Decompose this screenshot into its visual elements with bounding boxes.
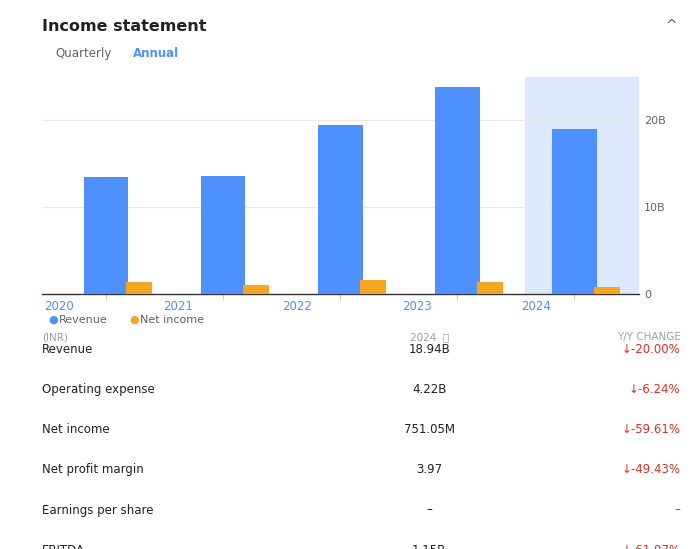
- Text: Revenue: Revenue: [42, 343, 94, 356]
- Text: Net profit margin: Net profit margin: [42, 463, 144, 477]
- Text: Net income: Net income: [140, 315, 204, 325]
- Text: 2024  ⓘ: 2024 ⓘ: [410, 332, 449, 342]
- Text: ↓-6.24%: ↓-6.24%: [629, 383, 681, 396]
- Text: ^: ^: [665, 19, 677, 33]
- Text: ↓-61.97%: ↓-61.97%: [621, 544, 681, 549]
- Bar: [435, 87, 480, 294]
- Text: 3.97: 3.97: [416, 463, 443, 477]
- Bar: [525, 77, 639, 294]
- Text: 1.15B: 1.15B: [412, 544, 447, 549]
- Text: –: –: [426, 503, 432, 517]
- Bar: [84, 177, 128, 294]
- Text: 2020: 2020: [44, 300, 73, 313]
- Bar: [360, 281, 386, 294]
- Text: 2022: 2022: [283, 300, 312, 313]
- Bar: [243, 285, 269, 294]
- Text: 2024: 2024: [521, 300, 551, 313]
- Bar: [201, 176, 246, 294]
- Text: 18.94B: 18.94B: [408, 343, 450, 356]
- Text: Income statement: Income statement: [42, 19, 207, 34]
- Text: –: –: [675, 503, 681, 517]
- Text: Revenue: Revenue: [59, 315, 108, 325]
- Text: Annual: Annual: [133, 47, 179, 60]
- Text: Quarterly: Quarterly: [56, 47, 112, 60]
- Text: ●: ●: [129, 315, 139, 325]
- Text: Earnings per share: Earnings per share: [42, 503, 154, 517]
- Text: ↓-49.43%: ↓-49.43%: [621, 463, 681, 477]
- Text: ↓-20.00%: ↓-20.00%: [622, 343, 681, 356]
- Text: EBITDA: EBITDA: [42, 544, 85, 549]
- Text: 2023: 2023: [402, 300, 431, 313]
- Text: Net income: Net income: [42, 423, 110, 436]
- Bar: [126, 282, 152, 294]
- Bar: [318, 125, 362, 294]
- Text: 2021: 2021: [163, 300, 193, 313]
- Bar: [552, 130, 597, 294]
- Text: (INR): (INR): [42, 332, 68, 342]
- Text: 4.22B: 4.22B: [412, 383, 447, 396]
- Text: Operating expense: Operating expense: [42, 383, 155, 396]
- Text: Y/Y CHANGE: Y/Y CHANGE: [616, 332, 681, 342]
- Text: ↓-59.61%: ↓-59.61%: [621, 423, 681, 436]
- Text: 751.05M: 751.05M: [403, 423, 455, 436]
- Bar: [477, 282, 503, 294]
- Text: ●: ●: [49, 315, 59, 325]
- Bar: [594, 287, 620, 294]
